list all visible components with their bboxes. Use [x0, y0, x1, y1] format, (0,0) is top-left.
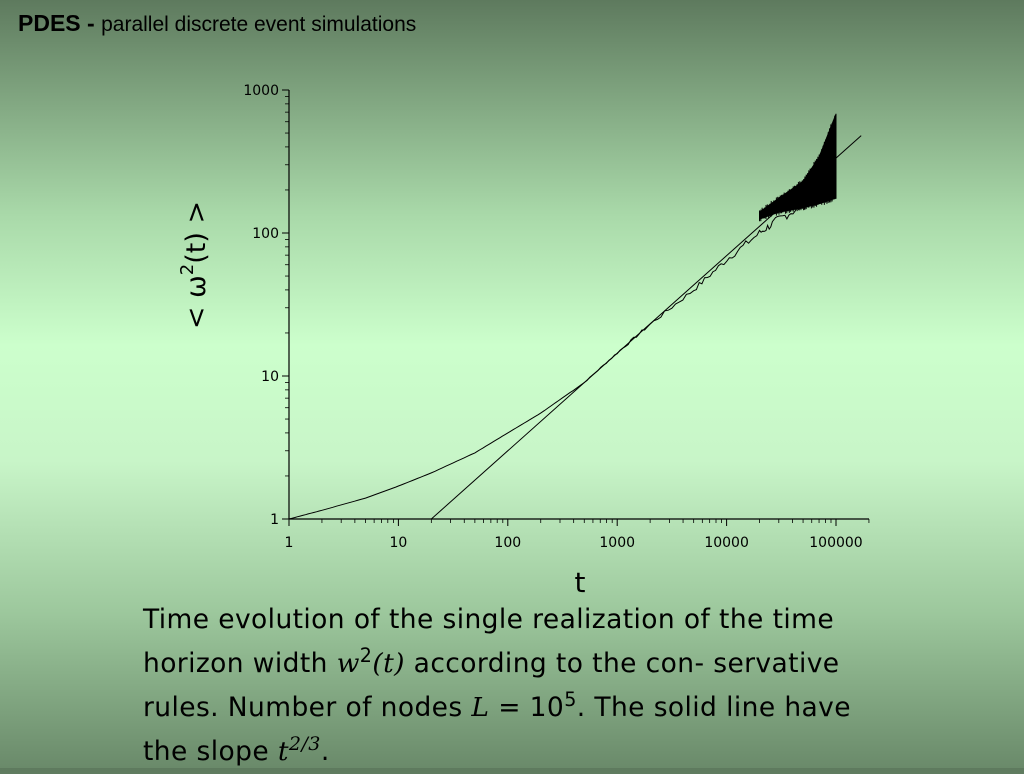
x-axis-label: t	[575, 566, 586, 599]
slope-reference-line	[430, 135, 862, 520]
y-tick-label: 1000	[243, 83, 279, 99]
y-axis-label-prefix: < ω	[181, 275, 212, 329]
caption-text-2: according to the con- servative rules. N…	[143, 648, 840, 723]
plot-series	[288, 113, 862, 520]
x-tick-label: 1000	[599, 535, 635, 551]
title-subtitle: parallel discrete event simulations	[101, 13, 417, 36]
y-tick-label: 10	[261, 369, 279, 385]
x-tick-label: 1	[285, 535, 294, 551]
caption-equals: = 10	[489, 692, 565, 723]
y-tick-label: 1	[270, 512, 279, 528]
y-axis-label: < ω2(t) >	[177, 201, 212, 329]
caption-text-4: .	[320, 736, 330, 767]
caption-text-3: . The solid line have the slope	[143, 692, 851, 767]
caption-w-argument: (t)	[372, 648, 405, 679]
caption-text-1: Time evolution of the single realization…	[143, 604, 835, 679]
title-acronym: PDES	[18, 10, 81, 36]
x-tick-label: 100	[494, 535, 521, 551]
slide-title: PDES - parallel discrete event simulatio…	[18, 10, 416, 37]
caption-w: w	[336, 648, 360, 679]
log-log-chart: 1 10 100 1000 10000 100000 1 10 100 1000 t < ω2(t…	[177, 83, 870, 599]
y-axis-label-power: 2	[177, 264, 198, 275]
caption-slope-exponent: 2/3	[288, 733, 321, 756]
y-axis-label-suffix: (t) >	[181, 201, 212, 264]
x-tick-label: 10	[389, 535, 407, 551]
axis-ticks	[282, 89, 870, 526]
figure-caption: Time evolution of the single realization…	[143, 598, 883, 774]
caption-t: t	[277, 736, 289, 767]
caption-L: L	[471, 692, 490, 723]
x-tick-label: 10000	[704, 535, 749, 551]
title-separator: -	[87, 10, 95, 36]
tick-labels: 1 10 100 1000 10000 100000 1 10 100 1000	[243, 83, 862, 551]
caption-w-exponent: 2	[359, 645, 373, 668]
y-tick-label: 100	[252, 226, 279, 242]
caption-L-exponent: 5	[564, 689, 577, 712]
x-tick-label: 100000	[809, 535, 862, 551]
